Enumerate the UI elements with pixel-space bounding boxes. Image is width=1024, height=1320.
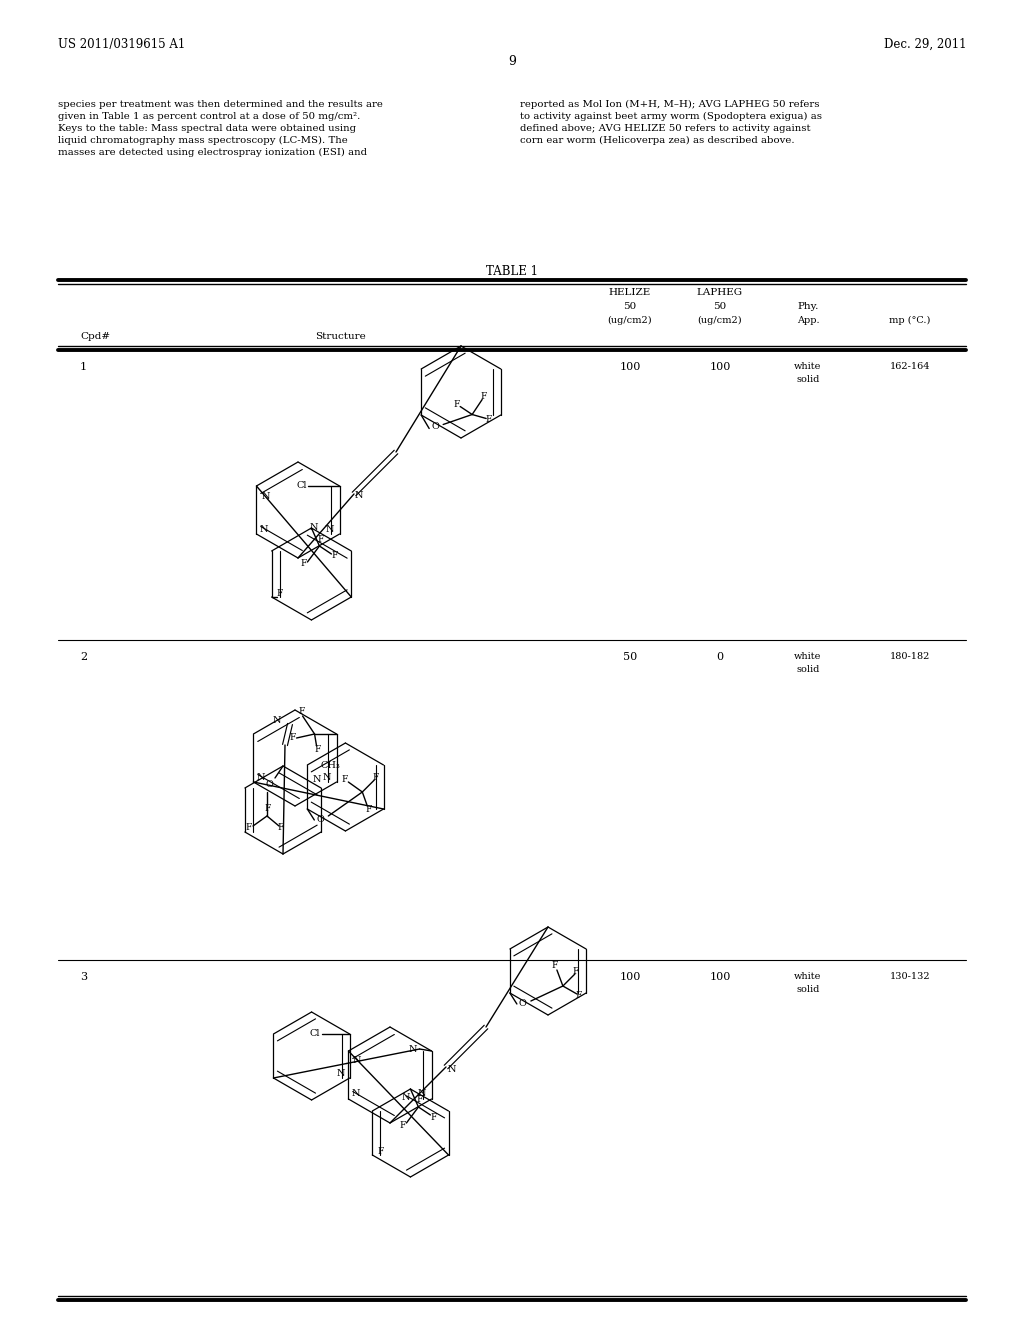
Text: F: F: [485, 414, 492, 424]
Text: O: O: [316, 816, 325, 825]
Text: F: F: [278, 824, 285, 833]
Text: F: F: [377, 1147, 384, 1156]
Text: 180-182: 180-182: [890, 652, 930, 661]
Text: (ug/cm2): (ug/cm2): [697, 315, 742, 325]
Text: solid: solid: [797, 985, 819, 994]
Text: F: F: [575, 991, 582, 1001]
Text: 50: 50: [714, 302, 727, 312]
Text: Cl: Cl: [296, 482, 306, 491]
Text: F: F: [372, 772, 379, 781]
Text: N: N: [409, 1044, 418, 1053]
Text: 130-132: 130-132: [890, 972, 931, 981]
Text: N: N: [309, 524, 318, 532]
Text: O: O: [519, 999, 526, 1008]
Text: F: F: [399, 1121, 406, 1130]
Text: 50: 50: [623, 652, 637, 663]
Text: 1: 1: [80, 362, 87, 372]
Text: 50: 50: [624, 302, 637, 312]
Text: N: N: [351, 1089, 359, 1098]
Text: N: N: [401, 1093, 410, 1101]
Text: O: O: [265, 780, 273, 789]
Text: HELIZE: HELIZE: [609, 288, 651, 297]
Text: N: N: [352, 1056, 360, 1065]
Text: solid: solid: [797, 665, 819, 675]
Text: F: F: [366, 805, 372, 814]
Text: F: F: [290, 734, 296, 742]
Text: Dec. 29, 2011: Dec. 29, 2011: [884, 38, 966, 51]
Text: F: F: [552, 961, 558, 970]
Text: white: white: [795, 362, 821, 371]
Text: F: F: [480, 392, 486, 401]
Text: Phy.: Phy.: [798, 302, 818, 312]
Text: F: F: [314, 746, 321, 755]
Text: N: N: [355, 491, 364, 500]
Text: Structure: Structure: [314, 333, 366, 341]
Text: 2: 2: [80, 652, 87, 663]
Text: species per treatment was then determined and the results are
given in Table 1 a: species per treatment was then determine…: [58, 100, 383, 157]
Text: TABLE 1: TABLE 1: [486, 265, 538, 279]
Text: N: N: [336, 1068, 345, 1077]
Text: 100: 100: [710, 362, 731, 372]
Text: Cl: Cl: [309, 1030, 319, 1039]
Text: F: F: [246, 824, 252, 833]
Text: F: F: [276, 590, 283, 598]
Text: white: white: [795, 972, 821, 981]
Text: N: N: [259, 524, 268, 533]
Text: F: F: [317, 535, 324, 544]
Text: F: F: [430, 1113, 436, 1122]
Text: N: N: [323, 772, 332, 781]
Text: N: N: [256, 772, 265, 781]
Text: 9: 9: [508, 55, 516, 69]
Text: 100: 100: [620, 972, 641, 982]
Text: F: F: [265, 804, 271, 813]
Text: F: F: [331, 552, 338, 561]
Text: (ug/cm2): (ug/cm2): [607, 315, 652, 325]
Text: 100: 100: [710, 972, 731, 982]
Text: white: white: [795, 652, 821, 661]
Text: N: N: [326, 524, 335, 533]
Text: 0: 0: [717, 652, 724, 663]
Text: LAPHEG: LAPHEG: [697, 288, 743, 297]
Text: F: F: [416, 1096, 423, 1104]
Text: O: O: [431, 422, 439, 432]
Text: 3: 3: [80, 972, 87, 982]
Text: N: N: [449, 1064, 457, 1073]
Text: F: F: [572, 966, 580, 975]
Text: Cpd#: Cpd#: [80, 333, 111, 341]
Text: CH₃: CH₃: [321, 760, 340, 770]
Text: N: N: [418, 1089, 427, 1098]
Text: N: N: [261, 492, 270, 502]
Text: F: F: [298, 708, 305, 717]
Text: App.: App.: [797, 315, 819, 325]
Text: solid: solid: [797, 375, 819, 384]
Text: 100: 100: [620, 362, 641, 372]
Text: N: N: [272, 715, 281, 725]
Text: mp (°C.): mp (°C.): [889, 315, 931, 325]
Text: US 2011/0319615 A1: US 2011/0319615 A1: [58, 38, 185, 51]
Text: F: F: [300, 560, 306, 569]
Text: F: F: [341, 776, 347, 784]
Text: 162-164: 162-164: [890, 362, 930, 371]
Text: N: N: [312, 775, 321, 784]
Text: F: F: [453, 400, 460, 409]
Text: reported as Mol Ion (M+H, M–H); AVG LAPHEG 50 refers
to activity against beet ar: reported as Mol Ion (M+H, M–H); AVG LAPH…: [520, 100, 822, 145]
